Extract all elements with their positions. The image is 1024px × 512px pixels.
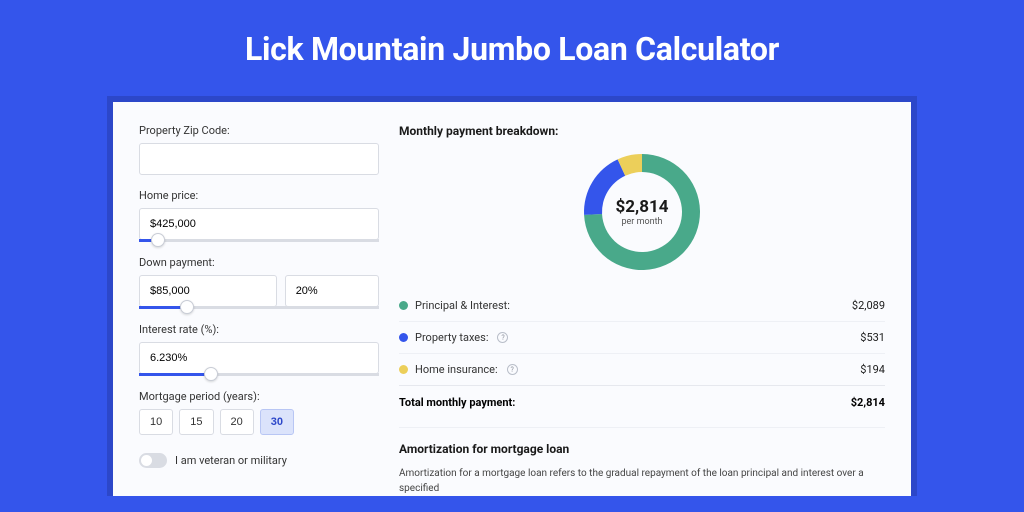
legend-label: Property taxes: — [415, 331, 488, 344]
donut-center: $2,814 per month — [582, 152, 702, 272]
period-button-15[interactable]: 15 — [179, 409, 213, 435]
info-icon[interactable]: ? — [507, 364, 518, 375]
payment-donut-chart: $2,814 per month — [582, 152, 702, 272]
down-payment-label: Down payment: — [139, 256, 379, 269]
legend-row: Principal & Interest: $2,089 — [399, 290, 885, 322]
period-field: Mortgage period (years): 1015 2030 — [139, 390, 379, 435]
total-row: Total monthly payment: $2,814 — [399, 385, 885, 423]
down-payment-slider[interactable] — [139, 306, 379, 309]
legend-dot — [399, 365, 408, 374]
total-value: $2,814 — [851, 396, 885, 409]
veteran-row: I am veteran or military — [139, 453, 379, 468]
home-price-label: Home price: — [139, 189, 379, 202]
zip-label: Property Zip Code: — [139, 124, 379, 137]
home-price-slider-thumb[interactable] — [151, 233, 165, 247]
legend-dot — [399, 333, 408, 342]
rate-slider-thumb[interactable] — [204, 367, 218, 381]
home-price-slider[interactable] — [139, 239, 379, 242]
legend-value: $531 — [860, 331, 885, 344]
home-price-input[interactable] — [139, 208, 379, 240]
page-title: Lick Mountain Jumbo Loan Calculator — [0, 0, 1024, 96]
down-payment-slider-thumb[interactable] — [180, 300, 194, 314]
legend-dot — [399, 301, 408, 310]
info-icon[interactable]: ? — [497, 332, 508, 343]
legend-row: Property taxes:? $531 — [399, 322, 885, 354]
down-payment-field: Down payment: — [139, 256, 379, 309]
rate-slider-fill — [139, 373, 211, 376]
legend-row: Home insurance:? $194 — [399, 354, 885, 385]
amortization-text: Amortization for a mortgage loan refers … — [399, 466, 885, 496]
period-button-10[interactable]: 10 — [139, 409, 173, 435]
veteran-toggle-knob — [141, 455, 152, 466]
rate-label: Interest rate (%): — [139, 323, 379, 336]
home-price-field: Home price: — [139, 189, 379, 242]
period-button-20[interactable]: 20 — [220, 409, 254, 435]
donut-sub: per month — [621, 217, 662, 227]
card-shadow: Property Zip Code: Home price: Down paym… — [107, 96, 917, 496]
amortization-title: Amortization for mortgage loan — [399, 427, 885, 456]
input-column: Property Zip Code: Home price: Down paym… — [139, 124, 379, 496]
donut-wrap: $2,814 per month — [399, 152, 885, 272]
down-payment-pct-input[interactable] — [285, 275, 379, 307]
legend-label: Home insurance: — [415, 363, 498, 376]
breakdown-column: Monthly payment breakdown: $2,814 per mo… — [399, 124, 885, 496]
veteran-label: I am veteran or military — [175, 454, 287, 467]
legend-value: $2,089 — [852, 299, 885, 312]
veteran-toggle[interactable] — [139, 453, 167, 468]
rate-slider[interactable] — [139, 373, 379, 376]
period-label: Mortgage period (years): — [139, 390, 379, 403]
rate-input[interactable] — [139, 342, 379, 374]
zip-input[interactable] — [139, 143, 379, 175]
total-label: Total monthly payment: — [399, 396, 515, 409]
rate-field: Interest rate (%): — [139, 323, 379, 376]
breakdown-title: Monthly payment breakdown: — [399, 124, 885, 138]
donut-amount: $2,814 — [616, 197, 669, 217]
calculator-card: Property Zip Code: Home price: Down paym… — [113, 102, 911, 496]
zip-field: Property Zip Code: — [139, 124, 379, 175]
legend-label: Principal & Interest: — [415, 299, 510, 312]
legend-value: $194 — [860, 363, 885, 376]
down-payment-input[interactable] — [139, 275, 277, 307]
period-button-30[interactable]: 30 — [260, 409, 294, 435]
